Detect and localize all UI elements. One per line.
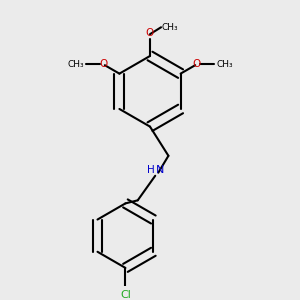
- Text: H: H: [147, 165, 154, 175]
- Text: CH₃: CH₃: [162, 23, 178, 32]
- Text: O: O: [99, 59, 107, 69]
- Text: Cl: Cl: [120, 290, 131, 300]
- Text: O: O: [146, 28, 154, 38]
- Text: N: N: [156, 165, 164, 175]
- Text: CH₃: CH₃: [67, 60, 84, 69]
- Text: CH₃: CH₃: [216, 60, 233, 69]
- Text: O: O: [193, 59, 201, 69]
